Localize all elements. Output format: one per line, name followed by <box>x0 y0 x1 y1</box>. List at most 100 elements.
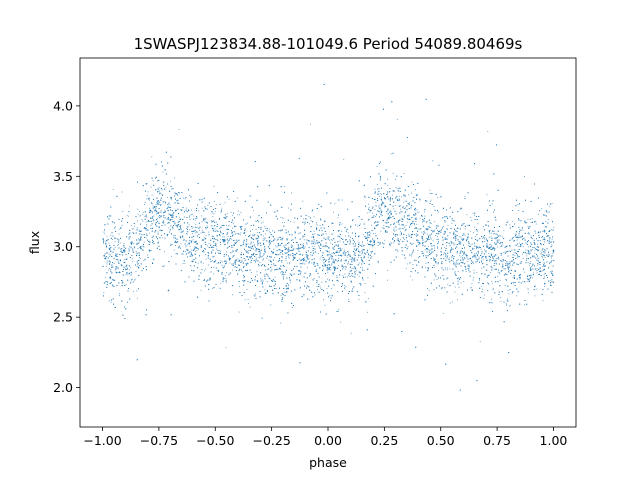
data-point <box>340 265 342 267</box>
data-point <box>373 215 375 216</box>
data-point <box>368 298 369 300</box>
data-point <box>403 225 405 227</box>
data-point <box>486 194 488 196</box>
data-point <box>454 286 456 288</box>
data-point <box>269 278 271 280</box>
data-point <box>336 244 338 246</box>
data-point <box>143 203 145 205</box>
data-point <box>319 258 321 260</box>
data-point <box>353 254 355 256</box>
data-point <box>351 268 353 269</box>
data-point <box>444 221 446 223</box>
data-point <box>111 279 113 280</box>
data-point <box>147 254 148 256</box>
data-point <box>261 278 263 280</box>
data-point <box>288 248 289 250</box>
data-point <box>193 241 195 243</box>
data-point <box>242 271 244 273</box>
data-point <box>322 252 323 254</box>
data-point <box>405 195 407 197</box>
data-point <box>344 285 346 287</box>
data-point <box>114 306 116 308</box>
data-point <box>504 284 506 286</box>
data-point <box>398 195 400 197</box>
data-point <box>532 238 534 239</box>
data-point <box>243 276 245 278</box>
data-point <box>425 222 427 224</box>
data-point <box>336 250 338 252</box>
data-point <box>494 237 496 239</box>
data-point <box>129 248 131 250</box>
data-point <box>274 276 276 278</box>
data-point <box>417 211 419 213</box>
data-point <box>184 198 186 200</box>
data-point <box>273 257 275 258</box>
data-point <box>503 230 505 231</box>
data-point <box>409 227 410 228</box>
data-point <box>364 282 366 284</box>
data-point <box>414 218 416 220</box>
data-point <box>369 235 371 236</box>
data-point <box>432 240 434 242</box>
data-point <box>415 233 417 235</box>
data-point <box>270 256 272 258</box>
data-point <box>443 251 445 253</box>
data-point <box>406 263 408 265</box>
data-point <box>464 228 466 230</box>
data-point <box>203 251 205 253</box>
data-point <box>256 237 257 239</box>
data-point <box>330 288 332 290</box>
data-point <box>318 245 320 247</box>
data-point <box>364 197 366 199</box>
data-point <box>257 236 259 238</box>
data-point <box>541 251 543 253</box>
data-point <box>255 229 257 231</box>
data-point <box>179 192 180 194</box>
data-point <box>373 240 375 242</box>
data-point <box>245 270 247 272</box>
data-point <box>164 201 166 203</box>
data-point <box>430 222 432 224</box>
data-point <box>121 191 123 193</box>
data-point <box>253 294 255 296</box>
data-point <box>256 271 258 273</box>
data-point <box>269 243 271 245</box>
data-point <box>503 268 505 270</box>
data-point <box>266 257 268 259</box>
data-point <box>130 279 132 281</box>
data-point <box>110 268 112 270</box>
data-point <box>362 279 364 281</box>
data-point <box>359 271 361 273</box>
data-point <box>341 199 343 201</box>
data-point <box>184 251 186 252</box>
data-point <box>460 282 462 284</box>
data-point <box>381 193 383 195</box>
data-point <box>334 203 336 205</box>
data-point <box>539 267 541 269</box>
data-point <box>333 261 335 263</box>
data-point <box>239 214 241 216</box>
data-point <box>358 262 360 264</box>
data-point <box>551 229 553 231</box>
data-point <box>232 223 234 225</box>
data-point <box>321 281 323 283</box>
data-point <box>264 233 266 235</box>
data-point <box>247 243 249 245</box>
data-point <box>374 188 376 190</box>
data-point <box>449 268 451 270</box>
data-point <box>428 289 430 291</box>
data-point <box>304 223 306 225</box>
data-point <box>512 264 513 266</box>
data-point <box>513 240 514 242</box>
data-point <box>314 294 316 296</box>
data-point <box>150 186 152 188</box>
data-point <box>498 242 500 244</box>
data-point <box>465 271 467 272</box>
data-point <box>258 236 260 238</box>
data-point <box>488 256 490 258</box>
data-point <box>158 203 160 205</box>
data-point <box>166 208 168 210</box>
data-point <box>372 212 373 214</box>
data-point <box>142 214 144 216</box>
data-point <box>252 257 253 259</box>
